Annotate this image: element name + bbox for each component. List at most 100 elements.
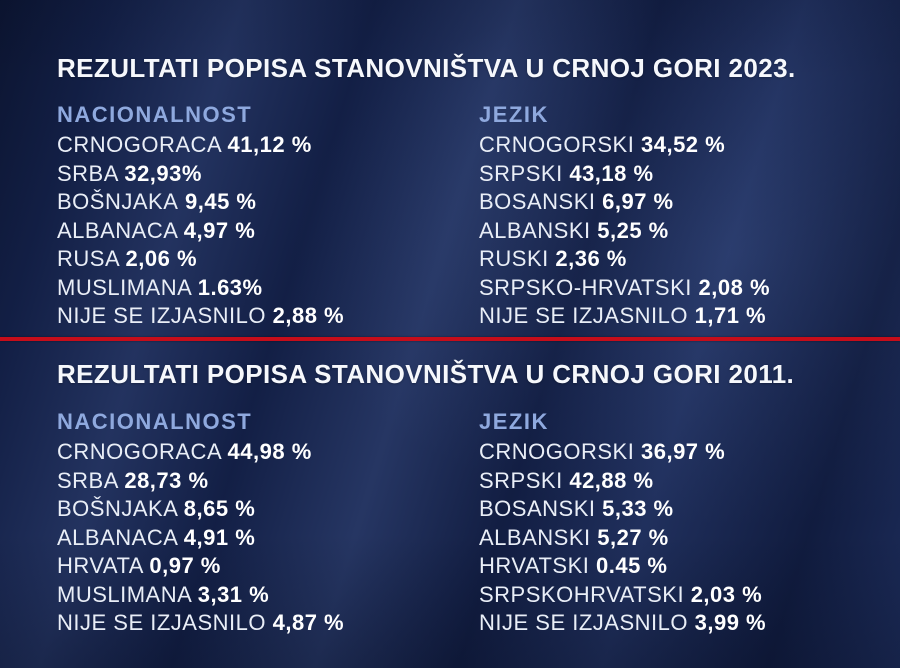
column-header-nacionalnost: NACIONALNOST	[57, 102, 253, 127]
stat-list: CRNOGORSKI 36,97 % SRPSKI 42,88 % BOSANS…	[479, 438, 766, 638]
stat-list: CRNOGORACA 44,98 % SRBA 28,73 % BOŠNJAKA…	[57, 438, 344, 638]
stat-row: RUSKI 2,36 %	[479, 245, 770, 274]
stat-row: NIJE SE IZJASNILO 2,88 %	[57, 302, 344, 331]
stat-label: SRPSKI	[479, 467, 563, 493]
stat-value: 5,27 %	[597, 524, 669, 550]
stat-value: 2,88 %	[272, 303, 345, 328]
stat-row: SRPSKO-HRVATSKI 2,08 %	[479, 274, 770, 303]
stat-row: BOSANSKI 6,97 %	[479, 188, 770, 217]
column-header-nacionalnost: NACIONALNOST	[57, 409, 253, 434]
stat-label: CRNOGORACA	[57, 132, 221, 157]
stat-value: 4,91 %	[183, 524, 256, 550]
stat-value: 41,12 %	[227, 132, 312, 157]
stat-label: ALBANACA	[57, 524, 178, 550]
stat-row: SRBA 32,93%	[57, 160, 344, 189]
stat-row: ALBANSKI 5,25 %	[479, 217, 770, 246]
stat-label: CRNOGORSKI	[479, 439, 635, 464]
column-2011-nacionalnost: NACIONALNOST CRNOGORACA 44,98 % SRBA 28,…	[57, 409, 344, 638]
stat-value: 6,97 %	[602, 189, 674, 214]
stat-value: 43,18 %	[569, 160, 654, 186]
stat-row: NIJE SE IZJASNILO 4,87 %	[57, 609, 344, 638]
stat-label: NIJE SE IZJASNILO	[479, 610, 688, 635]
section-title-2023: REZULTATI POPISA STANOVNIŠTVA U CRNOJ GO…	[57, 53, 796, 83]
red-divider-line	[0, 337, 900, 341]
stat-value: 2,08 %	[698, 274, 771, 300]
stat-row: SRPSKOHRVATSKI 2,03 %	[479, 581, 766, 610]
stat-value: 2,03 %	[690, 581, 763, 607]
stat-value: 3,31 %	[197, 581, 270, 607]
stat-label: SRBA	[57, 467, 118, 493]
stat-value: 5,33 %	[602, 496, 674, 521]
stat-label: NIJE SE IZJASNILO	[479, 303, 688, 328]
stat-label: MUSLIMANA	[57, 581, 192, 607]
stat-value: 34,52 %	[640, 132, 726, 157]
section-title-2011: REZULTATI POPISA STANOVNIŠTVA U CRNOJ GO…	[57, 359, 795, 389]
stat-label: SRPSKO-HRVATSKI	[479, 274, 692, 300]
stat-value: 42,88 %	[569, 467, 654, 493]
stat-label: SRBA	[57, 160, 118, 186]
stat-value: 36,97 %	[640, 439, 726, 464]
stat-row: ALBANACA 4,97 %	[57, 217, 344, 246]
stat-row: ALBANSKI 5,27 %	[479, 524, 766, 553]
stat-label: RUSKI	[479, 246, 549, 271]
stat-label: MUSLIMANA	[57, 274, 192, 300]
stat-row: SRBA 28,73 %	[57, 467, 344, 496]
column-header-jezik: JEZIK	[479, 409, 549, 434]
stat-label: SRPSKI	[479, 160, 563, 186]
stat-value: 1.63%	[197, 274, 263, 300]
stat-label: BOSANSKI	[479, 496, 596, 521]
stat-row: HRVATSKI 0.45 %	[479, 552, 766, 581]
stat-label: ALBANSKI	[479, 217, 591, 243]
stat-label: HRVATA	[57, 553, 143, 578]
stat-row: ALBANACA 4,91 %	[57, 524, 344, 553]
stat-value: 8,65 %	[183, 496, 256, 521]
stat-label: ALBANSKI	[479, 524, 591, 550]
stat-value: 1,71 %	[694, 303, 767, 328]
stat-label: BOSANSKI	[479, 189, 596, 214]
stat-value: 0,97 %	[149, 553, 221, 578]
stat-label: ALBANACA	[57, 217, 178, 243]
stat-label: BOŠNJAKA	[57, 189, 179, 214]
stat-value: 9,45 %	[185, 189, 257, 214]
stat-label: SRPSKOHRVATSKI	[479, 581, 685, 607]
stat-value: 0.45 %	[595, 553, 668, 578]
stat-value: 2,06 %	[125, 246, 198, 271]
stat-label: CRNOGORSKI	[479, 132, 635, 157]
stat-row: BOSANSKI 5,33 %	[479, 495, 766, 524]
stat-value: 3,99 %	[694, 610, 767, 635]
stat-row: MUSLIMANA 3,31 %	[57, 581, 344, 610]
stat-value: 4,97 %	[183, 217, 256, 243]
stat-row: RUSA 2,06 %	[57, 245, 344, 274]
stat-value: 44,98 %	[227, 439, 312, 464]
column-2023-nacionalnost: NACIONALNOST CRNOGORACA 41,12 % SRBA 32,…	[57, 102, 344, 331]
stat-row: CRNOGORACA 41,12 %	[57, 131, 344, 160]
stat-label: HRVATSKI	[479, 553, 590, 578]
stat-label: NIJE SE IZJASNILO	[57, 303, 266, 328]
stat-row: HRVATA 0,97 %	[57, 552, 344, 581]
column-header-jezik: JEZIK	[479, 102, 549, 127]
stat-value: 32,93%	[124, 160, 202, 186]
stat-row: BOŠNJAKA 8,65 %	[57, 495, 344, 524]
stat-label: CRNOGORACA	[57, 439, 221, 464]
stat-row: NIJE SE IZJASNILO 1,71 %	[479, 302, 770, 331]
stat-label: RUSA	[57, 246, 119, 271]
stat-row: SRPSKI 42,88 %	[479, 467, 766, 496]
stat-row: CRNOGORSKI 36,97 %	[479, 438, 766, 467]
stat-row: CRNOGORSKI 34,52 %	[479, 131, 770, 160]
stat-list: CRNOGORACA 41,12 % SRBA 32,93% BOŠNJAKA …	[57, 131, 344, 331]
column-2011-jezik: JEZIK CRNOGORSKI 36,97 % SRPSKI 42,88 % …	[479, 409, 766, 638]
column-2023-jezik: JEZIK CRNOGORSKI 34,52 % SRPSKI 43,18 % …	[479, 102, 770, 331]
stat-value: 4,87 %	[272, 610, 345, 635]
stat-label: NIJE SE IZJASNILO	[57, 610, 266, 635]
stat-value: 28,73 %	[124, 467, 209, 493]
stat-row: MUSLIMANA 1.63%	[57, 274, 344, 303]
stat-value: 5,25 %	[597, 217, 669, 243]
stat-value: 2,36 %	[555, 246, 627, 271]
stat-row: CRNOGORACA 44,98 %	[57, 438, 344, 467]
stat-row: SRPSKI 43,18 %	[479, 160, 770, 189]
stat-row: BOŠNJAKA 9,45 %	[57, 188, 344, 217]
stat-label: BOŠNJAKA	[57, 496, 178, 521]
stat-row: NIJE SE IZJASNILO 3,99 %	[479, 609, 766, 638]
stat-list: CRNOGORSKI 34,52 % SRPSKI 43,18 % BOSANS…	[479, 131, 770, 331]
